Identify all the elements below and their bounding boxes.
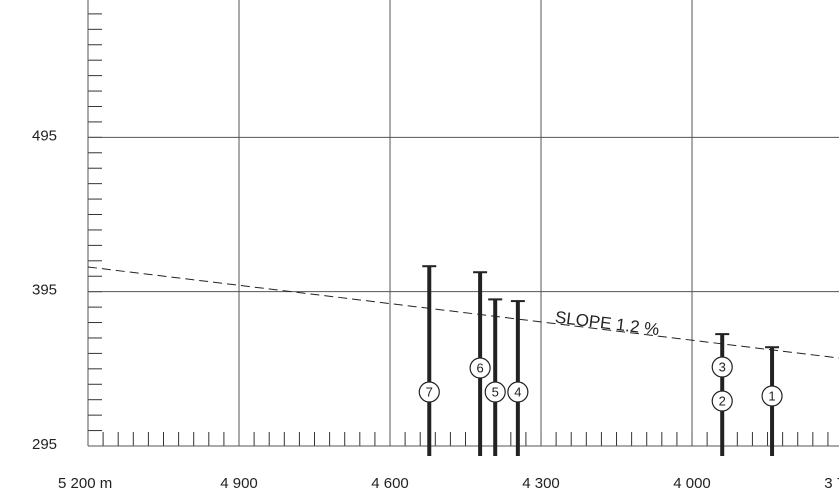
well-label: 7 — [426, 384, 433, 399]
well-label-circle — [761, 385, 783, 407]
x-tick-label: 4 300 — [522, 475, 560, 492]
x-tick-label: 3 700 — [824, 475, 839, 492]
y-tick-label: 395 — [32, 282, 57, 299]
x-tick-label: 4 600 — [371, 475, 409, 492]
well-label-circle — [711, 390, 733, 412]
well-label: 5 — [492, 384, 499, 399]
well-label-circle — [469, 357, 491, 379]
well-label: 1 — [768, 388, 775, 403]
x-tick-label: 4 000 — [673, 475, 711, 492]
well-label-circle — [484, 381, 506, 403]
slope-line — [87, 266, 839, 359]
y-tick-label: 495 — [32, 127, 57, 144]
slope-label: SLOPE 1.2 % — [554, 308, 660, 340]
well-label: 6 — [476, 360, 483, 375]
well-label: 2 — [719, 393, 726, 408]
well-label-circle — [711, 356, 733, 378]
x-tick-label: 4 900 — [220, 475, 258, 492]
well-label-circle — [507, 381, 529, 403]
well-label: 4 — [514, 384, 521, 399]
well-label-circle — [418, 381, 440, 403]
x-tick-label: 5 200 m — [58, 475, 112, 492]
y-tick-label: 295 — [32, 436, 57, 453]
well-label: 3 — [719, 359, 726, 374]
